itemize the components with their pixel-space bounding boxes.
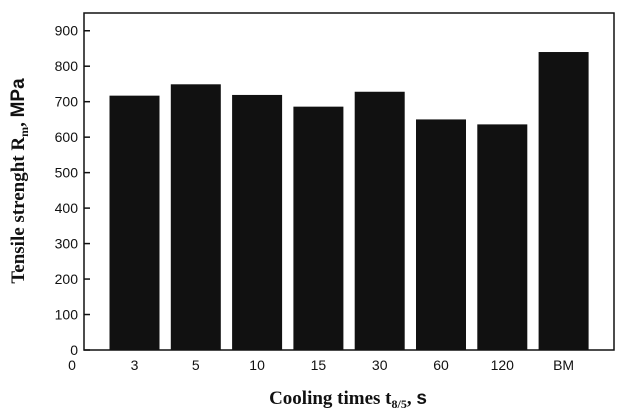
bar (477, 124, 528, 351)
bar (416, 119, 466, 350)
x-tick-label: 5 (192, 357, 200, 373)
y-tick-label: 100 (55, 307, 79, 323)
x-axis: 0 3 5 10 15 30 60 120 BM (68, 344, 574, 373)
bar (538, 52, 589, 350)
x-tick-label: 3 (131, 357, 139, 373)
x-axis-label-separator: , (407, 388, 417, 409)
x-tick-label: 10 (249, 357, 265, 373)
y-axis-label: Tensile strenght Rm, MPa (8, 78, 31, 284)
bar (232, 94, 283, 350)
y-tick-label: 400 (55, 200, 79, 216)
bar (109, 95, 160, 350)
x-tick-label: 15 (311, 357, 327, 373)
x-tick-label: BM (553, 357, 574, 373)
x-tick-label: 30 (372, 357, 388, 373)
x-axis-label-subscript: 8/5 (392, 397, 407, 411)
bar (170, 84, 221, 350)
x-axis-label-main: Cooling times t (269, 388, 392, 409)
y-axis-label-unit: MPa (8, 78, 29, 118)
y-tick-label: 800 (55, 58, 79, 74)
bar (354, 91, 405, 350)
y-axis-label-main: Tensile strenght R (8, 137, 29, 284)
plot-frame (83, 12, 615, 351)
x-tick-label: 120 (491, 357, 515, 373)
x-tick-label: 60 (433, 357, 449, 373)
y-tick-label: 600 (55, 129, 79, 145)
y-axis-label-separator: , (8, 117, 29, 127)
bars (109, 52, 589, 351)
y-tick-label: 900 (55, 23, 79, 39)
y-tick-label: 0 (70, 342, 78, 358)
y-axis-label-subscript: m (17, 127, 31, 137)
bar (293, 106, 344, 350)
y-tick-label: 200 (55, 271, 79, 287)
y-tick-label: 700 (55, 94, 79, 110)
x-axis-label: Cooling times t8/5, s (269, 388, 427, 411)
y-axis: 0 100 200 300 400 500 600 700 800 900 (55, 23, 90, 358)
y-tick-label: 300 (55, 236, 79, 252)
x-tick-label-zero: 0 (68, 357, 76, 373)
x-axis-label-unit: s (416, 388, 427, 409)
y-tick-label: 500 (55, 165, 79, 181)
